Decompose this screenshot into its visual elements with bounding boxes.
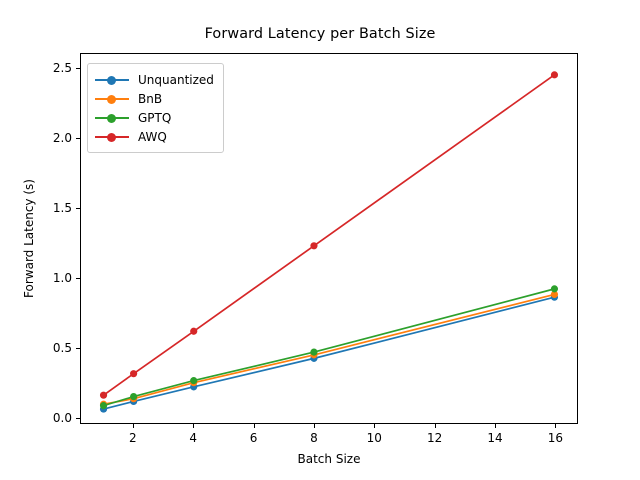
data-point-awq-8: [310, 242, 318, 250]
data-point-awq-2: [130, 370, 138, 378]
y-tick-mark: [76, 138, 80, 140]
y-tick-label: 0.5: [52, 340, 72, 355]
x-tick-label: 4: [189, 431, 197, 445]
data-point-bnb-16: [550, 290, 559, 299]
x-tick-mark: [434, 424, 436, 428]
legend-label: AWQ: [138, 129, 167, 144]
legend-marker-icon: [95, 92, 129, 106]
x-tick-mark: [495, 424, 497, 428]
x-tick-label: 8: [310, 431, 318, 445]
x-tick-mark: [132, 424, 134, 428]
series-line-bnb: [102, 293, 556, 406]
x-tick-mark: [313, 424, 315, 428]
x-tick-label: 2: [128, 431, 137, 445]
data-point-gptq-16: [550, 285, 559, 293]
x-tick-label: 14: [487, 431, 503, 445]
x-tick-mark: [193, 424, 195, 428]
legend-item-unquantized[interactable]: Unquantized: [95, 70, 214, 89]
legend-item-bnb[interactable]: BnB: [95, 89, 214, 108]
data-point-gptq-4: [190, 377, 198, 385]
legend-item-gptq[interactable]: GPTQ: [95, 108, 214, 127]
x-tick-label: 16: [547, 431, 563, 445]
y-tick-mark: [76, 68, 80, 70]
y-tick-mark: [76, 208, 80, 210]
y-tick-label: 0.0: [52, 410, 72, 425]
data-point-gptq-1: [99, 402, 108, 410]
series-lines-layer: [99, 71, 559, 413]
legend-label: GPTQ: [138, 110, 172, 125]
x-tick-label: 12: [426, 431, 443, 445]
legend-box: Unquantized BnB GPTQ AWQ: [87, 63, 224, 153]
x-tick-mark: [374, 424, 376, 428]
data-point-awq-4: [190, 327, 198, 335]
x-tick-label: 10: [366, 431, 382, 445]
y-tick-label: 2.0: [52, 131, 72, 146]
y-tick-label: 1.0: [52, 270, 72, 285]
data-point-awq-1: [99, 391, 108, 399]
x-tick-mark: [253, 424, 255, 428]
y-tick-mark: [76, 347, 80, 349]
data-point-awq-16: [550, 71, 559, 79]
legend-item-awq[interactable]: AWQ: [95, 127, 214, 146]
y-tick-mark: [76, 417, 80, 419]
y-tick-mark: [76, 277, 80, 280]
legend-marker-icon: [95, 73, 129, 87]
legend-marker-icon: [95, 130, 129, 144]
data-point-gptq-2: [130, 393, 138, 401]
x-tick-label: 6: [249, 431, 258, 445]
legend-label: BnB: [138, 91, 163, 106]
series-line-unquantized: [102, 296, 556, 410]
chart-title: Forward Latency per Batch Size: [204, 26, 436, 42]
y-tick-label: 2.5: [52, 61, 72, 76]
y-tick-label: 1.5: [52, 201, 72, 216]
x-axis-label: Batch Size: [297, 452, 361, 466]
legend-marker-icon: [95, 111, 129, 125]
y-axis-label: Forward Latency (s): [22, 179, 36, 298]
legend-label: Unquantized: [138, 72, 214, 87]
data-point-gptq-8: [310, 348, 318, 356]
x-tick-mark: [555, 424, 557, 428]
